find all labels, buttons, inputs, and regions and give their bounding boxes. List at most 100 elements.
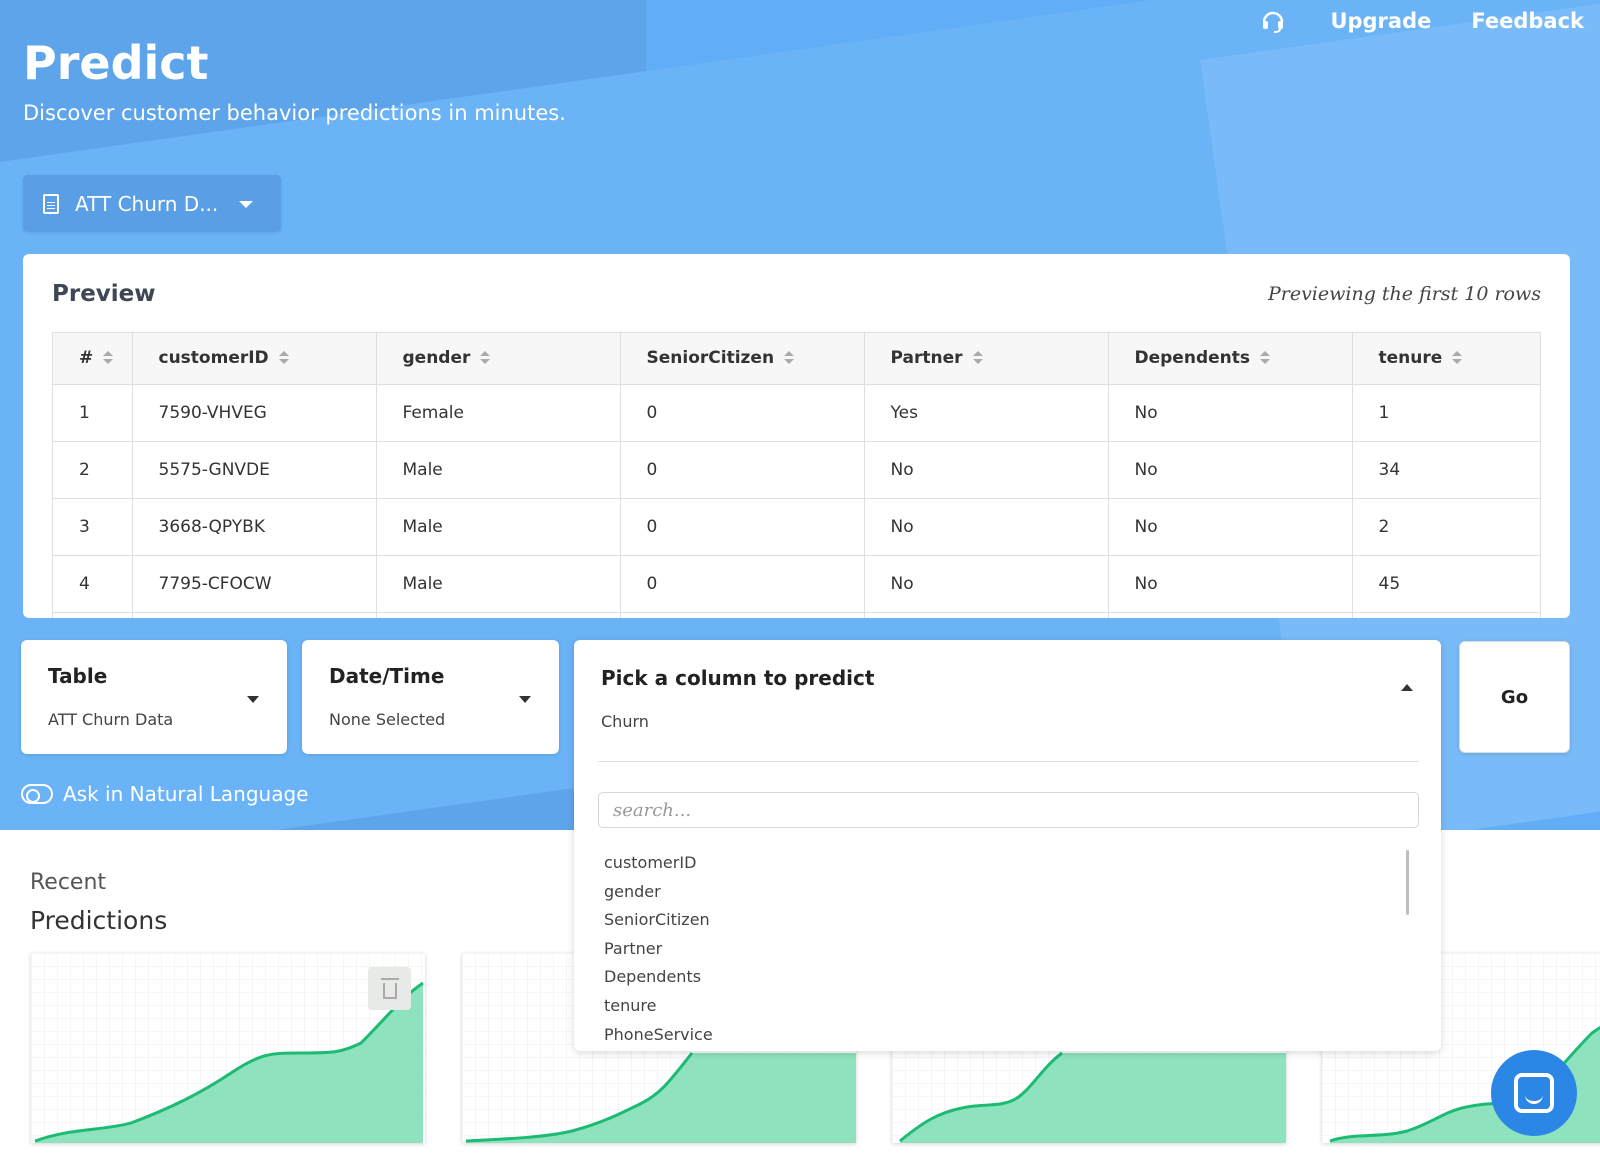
table-cell: 7590-VHVEG [132,384,377,442]
table-cell: Yes [864,384,1109,442]
column-option[interactable]: tenure [604,995,657,1015]
table-cell: 3668-QPYBK [132,498,377,556]
natural-language-toggle[interactable] [21,784,53,804]
column-header[interactable]: customerID [132,333,377,385]
table-cell: Male [376,441,621,499]
table-cell: 5575-GNVDE [132,441,377,499]
delete-prediction-button[interactable] [368,967,411,1010]
sort-icon[interactable] [1452,351,1463,365]
table-cell [132,612,377,618]
chevron-down-icon [519,696,531,703]
sort-icon[interactable] [1260,351,1270,365]
natural-language-toggle-row: Ask in Natural Language [21,782,308,806]
column-header-label: tenure [1378,348,1443,369]
table-cell: 1 [1352,384,1540,442]
table-cell [1108,612,1353,618]
natural-language-label[interactable]: Ask in Natural Language [63,782,309,806]
column-header[interactable]: gender [376,333,621,385]
table-cell: No [864,441,1109,499]
datetime-selector[interactable]: Date/Time None Selected [302,640,559,754]
page-title: Predict [23,36,209,90]
column-header-label: SeniorCitizen [646,348,775,369]
top-navigation: Upgrade Feedback [1260,8,1584,34]
column-header[interactable]: # [53,333,133,385]
table-cell: 3 [53,498,133,556]
page-subtitle: Discover customer behavior predictions i… [23,101,566,125]
table-cell: 7795-CFOCW [132,555,377,613]
column-options-list: customerID gender SeniorCitizen Partner Depe… [604,849,1394,1049]
table-cell: 4 [53,555,133,613]
chevron-up-icon[interactable] [1401,684,1413,691]
table-row [53,612,1540,618]
table-selector-title: Table [48,664,108,688]
table-cell [864,612,1109,618]
column-header-label: gender [402,348,471,369]
column-option[interactable]: Dependents [604,967,702,987]
chevron-down-icon [239,201,253,208]
column-header-label: Partner [890,348,963,369]
preview-card: Preview Previewing the first 10 rows # cu… [23,254,1570,618]
table-cell [53,612,133,618]
dataset-selector-button[interactable]: ATT Churn D... [23,175,281,232]
table-row: 2 5575-GNVDE Male 0 No No 34 [53,441,1540,499]
table-cell: Female [376,384,621,442]
preview-note: Previewing the first 10 rows [1267,283,1541,305]
table-cell: Male [376,498,621,556]
sort-icon[interactable] [278,351,289,365]
table-cell: No [1108,555,1353,613]
predict-column-title: Pick a column to predict [601,666,875,690]
column-option[interactable]: SeniorCitizen [604,910,710,930]
table-cell: 2 [1352,498,1540,556]
prediction-thumbnail-chart [31,953,425,1143]
chat-icon [1514,1073,1554,1113]
preview-title: Preview [52,281,156,307]
upgrade-link[interactable]: Upgrade [1330,9,1432,33]
table-cell: 0 [620,441,865,499]
prediction-card[interactable] [31,953,425,1143]
datetime-selector-title: Date/Time [329,664,445,688]
column-option[interactable]: gender [604,881,661,901]
column-option[interactable]: PhoneService [604,1024,713,1044]
table-cell: No [1108,498,1353,556]
column-search-input[interactable] [598,792,1419,828]
document-icon [43,193,59,214]
column-header[interactable]: Dependents [1108,333,1353,385]
chevron-down-icon [247,696,259,703]
preview-table: # customerID gender SeniorCitizen Partner Dep… [52,332,1541,618]
table-cell: 34 [1352,441,1540,499]
chat-launcher-button[interactable] [1491,1050,1577,1136]
go-button[interactable]: Go [1459,641,1570,753]
divider [598,761,1419,762]
column-header[interactable]: tenure [1352,333,1540,385]
table-cell: No [864,555,1109,613]
table-cell: No [864,498,1109,556]
table-cell: 0 [620,498,865,556]
sort-icon[interactable] [480,351,491,365]
column-header[interactable]: SeniorCitizen [620,333,865,385]
scrollbar[interactable] [1406,850,1409,915]
table-cell: No [1108,384,1353,442]
column-header[interactable]: Partner [864,333,1109,385]
column-header-label: Dependents [1134,348,1251,369]
column-option[interactable]: customerID [604,853,697,872]
table-cell [620,612,865,618]
table-cell [376,612,621,618]
table-row: 1 7590-VHVEG Female 0 Yes No 1 [53,384,1540,442]
table-cell [1352,612,1540,618]
table-selector[interactable]: Table ATT Churn Data [21,640,287,754]
column-option[interactable]: Partner [604,938,663,958]
sort-icon[interactable] [103,351,114,365]
headset-icon[interactable] [1260,8,1286,34]
table-row: 3 3668-QPYBK Male 0 No No 2 [53,498,1540,556]
feedback-link[interactable]: Feedback [1471,9,1584,33]
table-cell: 2 [53,441,133,499]
trash-icon [380,977,399,999]
sort-icon[interactable] [784,351,795,365]
table-cell: Male [376,555,621,613]
table-row: 4 7795-CFOCW Male 0 No No 45 [53,555,1540,613]
table-cell: 0 [620,384,865,442]
table-header-row: # customerID gender SeniorCitizen Partner Dep… [53,333,1540,385]
sort-icon[interactable] [972,351,983,365]
predict-column-dropdown: Pick a column to predict Churn customerI… [574,640,1441,1051]
table-cell: 1 [53,384,133,442]
